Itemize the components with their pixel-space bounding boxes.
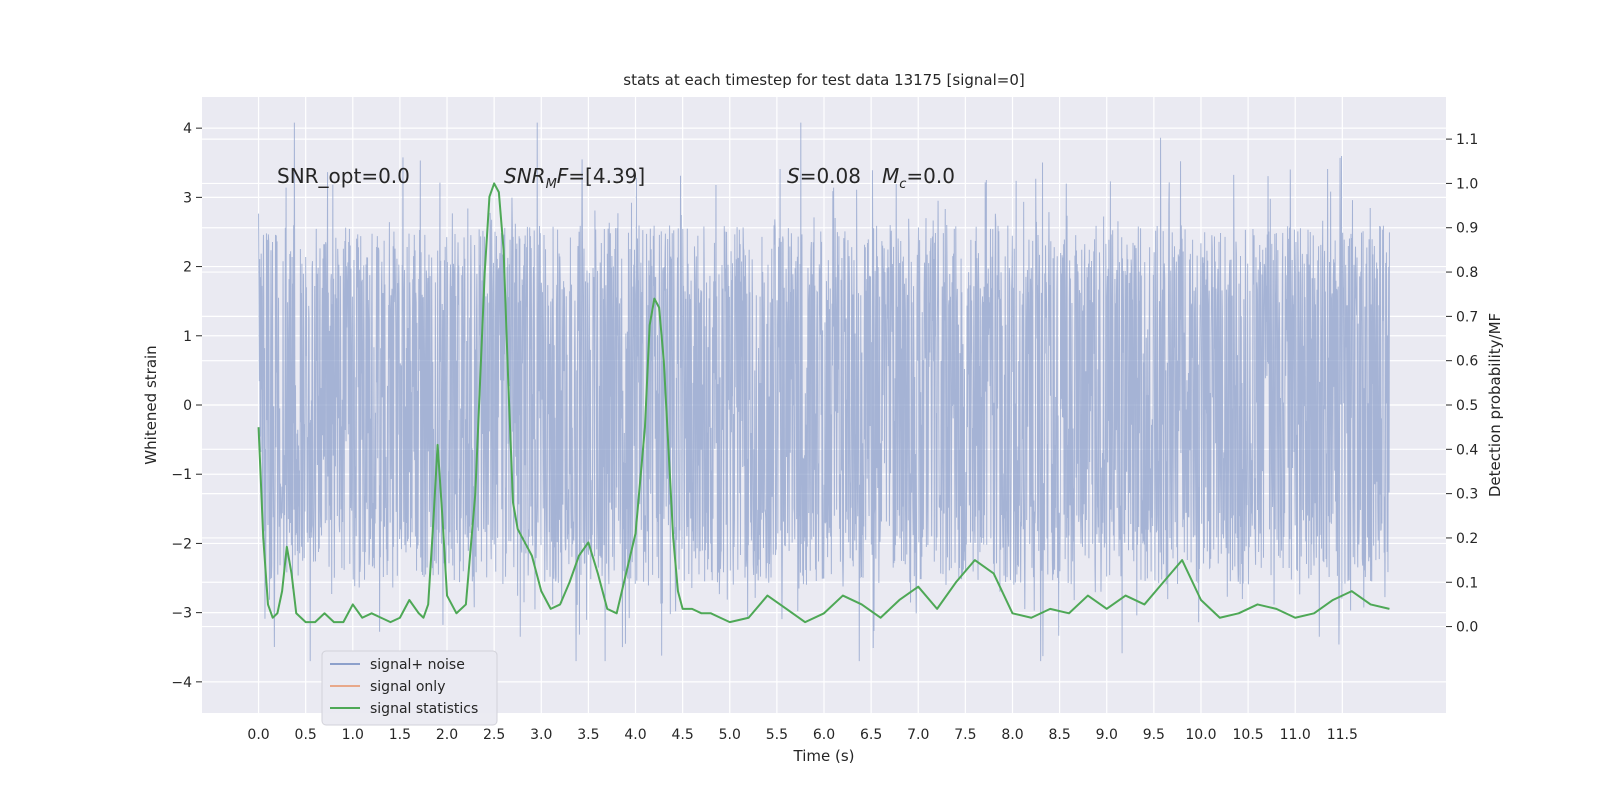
x-tick-label: 8.0 xyxy=(1001,727,1023,743)
x-tick-label: 0.5 xyxy=(295,727,317,743)
y-left-tick-label: −4 xyxy=(171,675,192,691)
x-tick-label: 0.0 xyxy=(247,727,269,743)
y-left-tick-label: −3 xyxy=(171,606,192,622)
x-tick-label: 6.0 xyxy=(813,727,835,743)
y-right-tick-label: 0.2 xyxy=(1456,531,1478,547)
x-tick-label: 7.0 xyxy=(907,727,929,743)
y-right-tick-label: 0.7 xyxy=(1456,309,1478,325)
x-tick-label: 9.5 xyxy=(1143,727,1165,743)
y-right-tick-label: 0.5 xyxy=(1456,398,1478,414)
x-axis-ticks: 0.0 0.5 1.0 1.5 2.0 2.5 3.0 3.5 4.0 4.5 5.0 5.5 6.0 6… xyxy=(247,727,1358,743)
legend: signal+ noise signal only signal statist… xyxy=(321,650,498,726)
x-tick-label: 6.5 xyxy=(860,727,882,743)
x-tick-label: 8.5 xyxy=(1048,727,1070,743)
x-tick-label: 1.0 xyxy=(342,727,364,743)
legend-label-signal-only: signal only xyxy=(370,679,445,695)
y-right-tick-label: 0.8 xyxy=(1456,265,1478,281)
right-y-axis-ticks: 0.0 0.1 0.2 0.3 0.4 0.5 0.6 0.7 0.8 0.9 1.0 1.1 xyxy=(1446,132,1478,636)
y-right-tick-label: 0.0 xyxy=(1456,620,1478,636)
x-tick-label: 5.5 xyxy=(766,727,788,743)
annotation-mc-symbol: M xyxy=(882,164,899,188)
x-tick-label: 4.0 xyxy=(624,727,646,743)
y-right-tick-label: 0.9 xyxy=(1456,221,1478,237)
x-tick-label: 1.5 xyxy=(389,727,411,743)
legend-label-signal-noise: signal+ noise xyxy=(370,657,465,673)
x-tick-label: 11.0 xyxy=(1280,727,1311,743)
annotation-snr-opt: SNR_opt=0.0 xyxy=(277,164,410,188)
annotation-s-symbol: S xyxy=(787,164,800,188)
x-tick-label: 7.5 xyxy=(954,727,976,743)
y-right-tick-label: 0.1 xyxy=(1456,575,1478,591)
annotation-s-value: =0.08 xyxy=(800,164,861,188)
y-left-tick-label: 0 xyxy=(183,398,192,414)
x-tick-label: 3.5 xyxy=(577,727,599,743)
annotation-snr-mf-value: =[4.39] xyxy=(568,164,645,188)
y-right-tick-label: 0.4 xyxy=(1456,442,1478,458)
chart-title: stats at each timestep for test data 131… xyxy=(623,71,1024,89)
y-left-tick-label: 1 xyxy=(183,329,192,345)
annotation-snr-mf-symbol: SNR xyxy=(504,164,546,188)
signal-plus-noise-series xyxy=(258,122,1390,662)
signal-plus-noise-line xyxy=(258,122,1390,662)
y-left-tick-label: −1 xyxy=(171,467,192,483)
x-tick-label: 10.5 xyxy=(1233,727,1264,743)
annotation-snr-mf-subscript: M xyxy=(546,177,557,192)
y-left-tick-label: 3 xyxy=(183,190,192,206)
signal-statistics-line xyxy=(257,182,1390,624)
x-tick-label: 10.0 xyxy=(1185,727,1216,743)
y-left-tick-label: −2 xyxy=(171,536,192,552)
annotation-mc-value: =0.0 xyxy=(906,164,955,188)
y-left-tick-label: 4 xyxy=(183,121,192,137)
left-y-axis-title: Whitened strain xyxy=(142,345,160,464)
y-right-tick-label: 0.3 xyxy=(1456,487,1478,503)
y-left-tick-label: 2 xyxy=(183,260,192,276)
x-tick-label: 4.5 xyxy=(672,727,694,743)
y-right-tick-label: 0.6 xyxy=(1456,354,1478,370)
x-tick-label: 2.5 xyxy=(483,727,505,743)
legend-box xyxy=(321,650,498,726)
annotation-mc-subscript: c xyxy=(899,177,906,192)
annotation-mc: Mc=0.0 xyxy=(882,164,955,192)
x-tick-label: 9.0 xyxy=(1096,727,1118,743)
x-tick-label: 11.5 xyxy=(1327,727,1358,743)
annotation-s: S=0.08 xyxy=(787,164,861,188)
x-tick-label: 5.0 xyxy=(719,727,741,743)
x-tick-label: 2.0 xyxy=(436,727,458,743)
x-axis-title: Time (s) xyxy=(793,747,855,765)
annotation-snr-mf: SNRMF=[4.39] xyxy=(504,164,645,192)
x-tick-label: 3.0 xyxy=(530,727,552,743)
legend-label-signal-statistics: signal statistics xyxy=(370,701,478,717)
left-y-axis-ticks: −4 −3 −2 −1 0 1 2 3 4 xyxy=(171,121,202,691)
y-right-tick-label: 1.0 xyxy=(1456,176,1478,192)
signal-statistics-series xyxy=(257,182,1390,624)
y-right-tick-label: 1.1 xyxy=(1456,132,1478,148)
annotation-snr-mf-f: F xyxy=(557,164,569,188)
right-y-axis-title: Detection probability/MF xyxy=(1486,313,1504,497)
